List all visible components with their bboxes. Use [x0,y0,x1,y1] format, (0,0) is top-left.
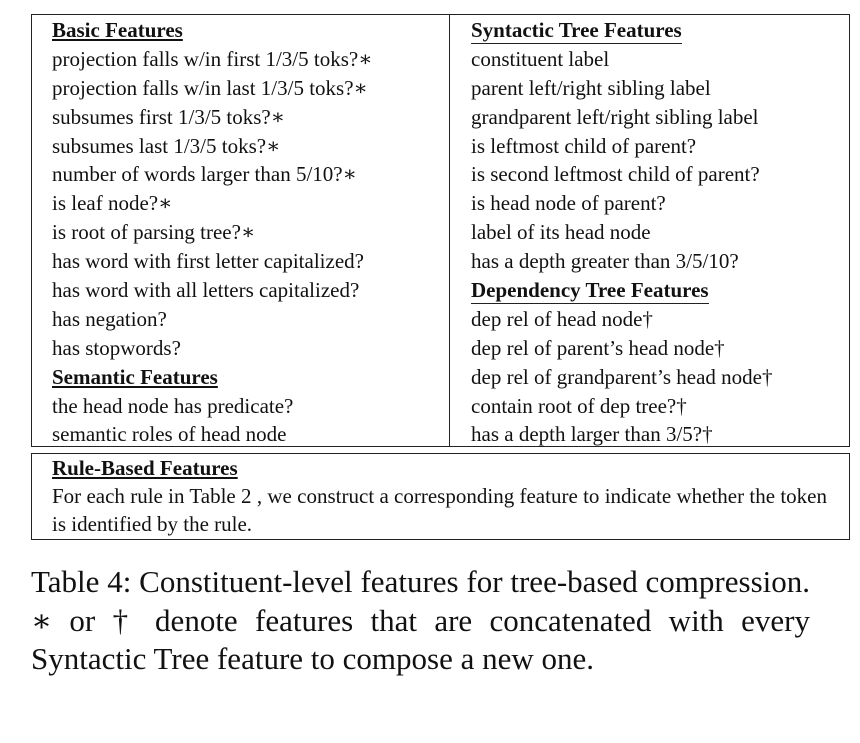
feature-item: is head node of parent? [471,191,666,216]
feature-item: subsumes last 1/3/5 toks?∗ [52,133,281,158]
feature-item: dep rel of grandparent’s head node† [471,364,773,389]
basic-features-list: projection falls w/in first 1/3/5 toks?∗… [52,45,444,363]
feature-item: is leftmost child of parent? [471,133,697,158]
feature-item: has word with first letter capitalized? [52,249,364,274]
feature-item: has negation? [52,306,167,331]
feature-item: constituent label [471,46,610,71]
feature-item: contain root of dep tree?† [471,393,687,418]
feature-item: dep rel of head node† [471,306,653,331]
feature-item: has a depth greater than 3/5/10? [471,249,739,274]
feature-item: has stopwords? [52,335,181,360]
basic-features-heading: Basic Features [52,18,183,42]
feature-item: projection falls w/in last 1/3/5 toks?∗ [52,75,368,100]
feature-table-frame [31,14,850,447]
feature-item: grandparent left/right sibling label [471,104,759,129]
feature-item: subsumes first 1/3/5 toks?∗ [52,104,286,129]
rule-based-section: Rule-Based Features For each rule in Tab… [52,455,827,538]
feature-item: semantic roles of head node [52,422,287,447]
syntactic-features-list: constituent label parent left/right sibli… [471,45,846,276]
rule-based-heading: Rule-Based Features [52,456,238,480]
table-caption: Table 4: Constituent-level features for … [31,564,810,676]
feature-item: has word with all letters capitalized? [52,278,360,303]
semantic-features-heading: Semantic Features [52,364,218,389]
syntactic-features-heading: Syntactic Tree Features [471,18,682,44]
left-column: Basic Features projection falls w/in fir… [52,16,444,449]
feature-item: label of its head node [471,220,651,245]
feature-item: number of words larger than 5/10?∗ [52,162,357,187]
feature-item: dep rel of parent’s head node† [471,335,725,360]
feature-item: is leaf node?∗ [52,191,173,216]
feature-item: the head node has predicate? [52,393,294,418]
feature-item: parent left/right sibling label [471,75,711,100]
feature-item: projection falls w/in first 1/3/5 toks?∗ [52,46,373,71]
right-column: Syntactic Tree Features constituent labe… [471,16,846,449]
feature-item: is root of parsing tree?∗ [52,220,256,245]
column-divider [449,14,450,447]
rule-based-description: For each rule in Table 2 , we construct … [52,484,827,536]
dependency-features-heading: Dependency Tree Features [471,278,709,305]
feature-item: is second leftmost child of parent? [471,162,760,187]
rule-based-frame [31,453,850,540]
feature-item: has a depth larger than 3/5?† [471,422,713,447]
semantic-features-list: the head node has predicate? semantic rol… [52,392,444,450]
dependency-features-list: dep rel of head node† dep rel of parent’s… [471,305,846,449]
